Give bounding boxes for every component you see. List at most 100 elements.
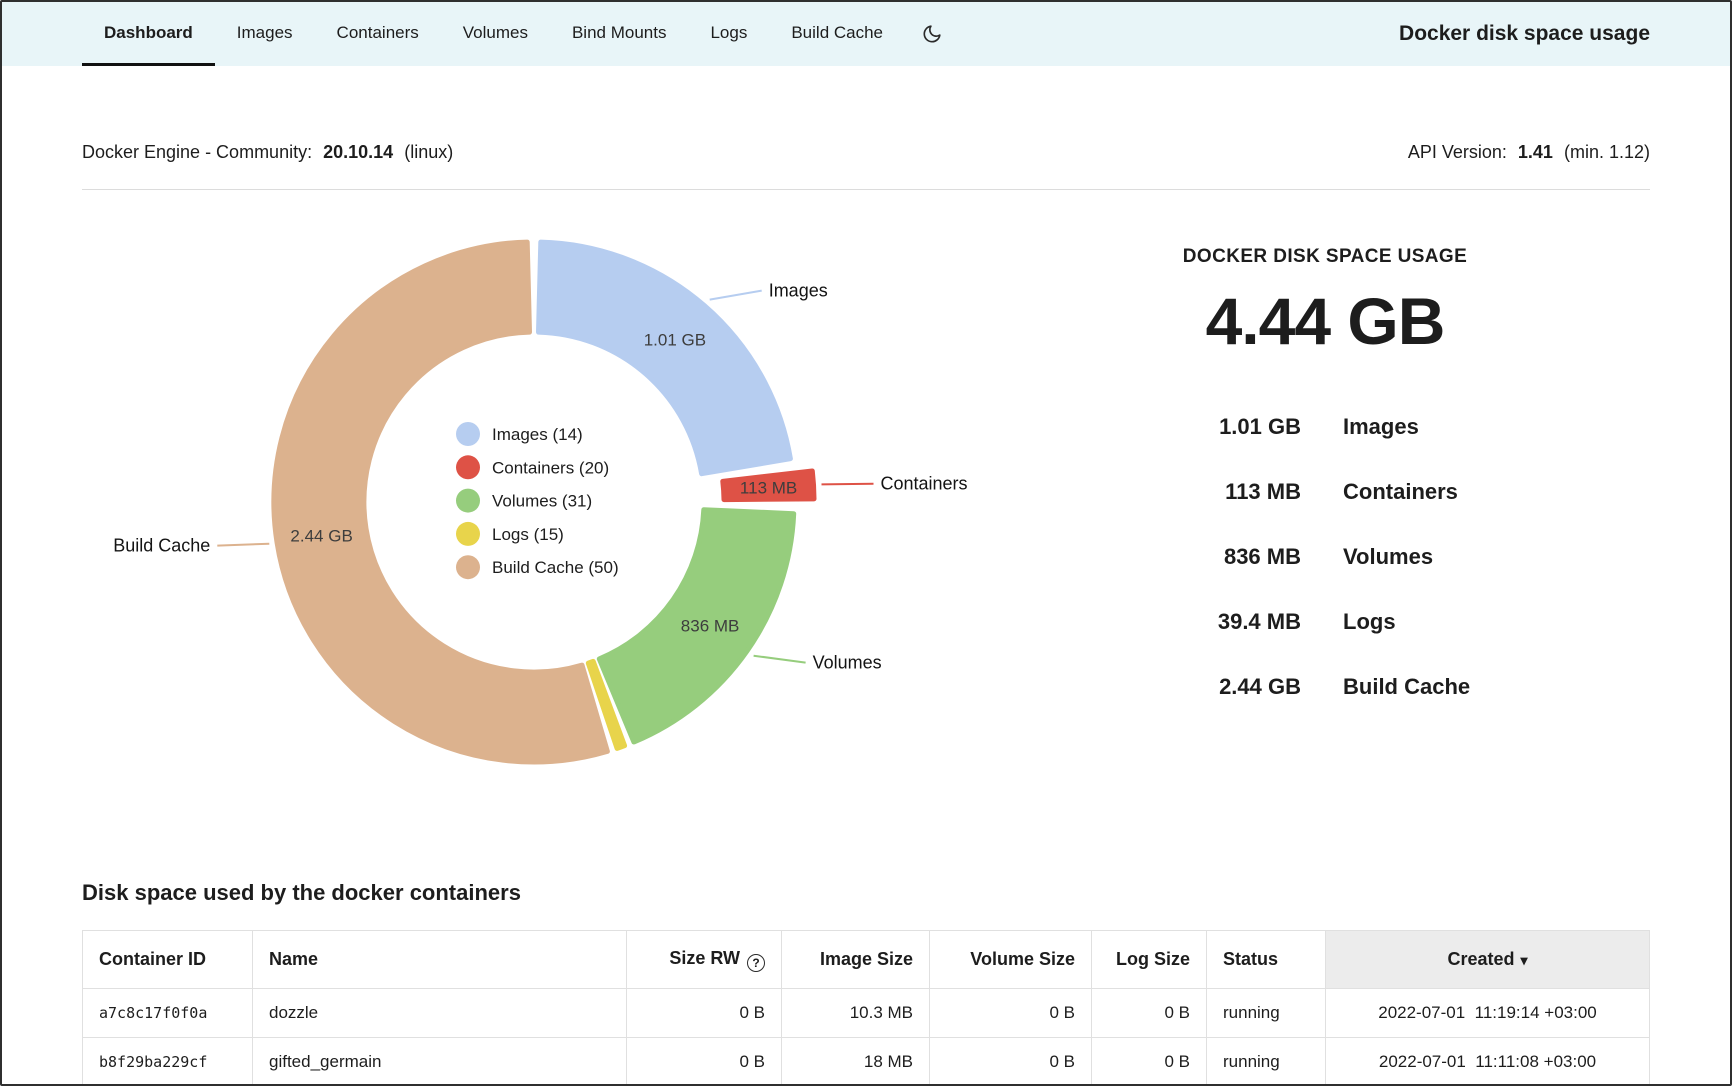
col-header-name[interactable]: Name <box>253 931 627 989</box>
size-rw-help-icon[interactable]: ? <box>747 954 765 972</box>
legend-label-images: Images (14) <box>492 425 583 444</box>
usage-value: 2.44 GB <box>1080 674 1301 700</box>
col-header-label: Container ID <box>99 949 206 969</box>
cell-created: 2022-07-01 11:11:08 +03:00 <box>1326 1038 1650 1086</box>
usage-label: Containers <box>1343 479 1570 505</box>
col-header-image-size[interactable]: Image Size <box>782 931 930 989</box>
col-header-size-rw[interactable]: Size RW? <box>627 931 782 989</box>
api-version: 1.41 <box>1518 142 1553 162</box>
usage-total: 4.44 GB <box>1080 288 1570 354</box>
legend-label-logs: Logs (15) <box>492 525 564 544</box>
cell-image-size: 10.3 MB <box>782 989 930 1038</box>
legend-item-logs[interactable]: Logs (15) <box>456 522 564 546</box>
cell-container-id: a7c8c17f0f0a <box>83 989 253 1038</box>
table-row: a7c8c17f0f0a dozzle 0 B 10.3 MB 0 B 0 B … <box>83 989 1650 1038</box>
top-navbar: Dashboard Images Containers Volumes Bind… <box>2 2 1730 66</box>
legend-label-volumes: Volumes (31) <box>492 492 592 511</box>
legend-swatch-volumes <box>456 489 480 513</box>
legend-swatch-logs <box>456 522 480 546</box>
legend-item-images[interactable]: Images (14) <box>456 422 583 446</box>
callout-leader-line <box>754 656 806 663</box>
callout-leader-line <box>710 291 762 300</box>
containers-section-heading: Disk space used by the docker containers <box>82 880 1650 906</box>
cell-image-size: 18 MB <box>782 1038 930 1086</box>
tab-dashboard-label: Dashboard <box>104 23 193 43</box>
containers-table: Container ID Name Size RW? Image Size Vo… <box>82 930 1650 1086</box>
col-header-status[interactable]: Status <box>1207 931 1326 989</box>
cell-volume-size: 0 B <box>930 1038 1092 1086</box>
table-row: b8f29ba229cf gifted_germain 0 B 18 MB 0 … <box>83 1038 1650 1086</box>
col-header-label: Name <box>269 949 318 969</box>
tab-build-cache-label: Build Cache <box>791 23 883 43</box>
legend-swatch-build-cache <box>456 555 480 579</box>
cell-status: running <box>1207 989 1326 1038</box>
engine-version: 20.10.14 <box>323 142 393 162</box>
dark-mode-toggle[interactable] <box>905 2 959 66</box>
api-label: API Version: <box>1408 142 1507 162</box>
tab-logs-label: Logs <box>710 23 747 43</box>
tab-images[interactable]: Images <box>215 2 315 66</box>
tab-bind-mounts[interactable]: Bind Mounts <box>550 2 689 66</box>
legend-label-build-cache: Build Cache (50) <box>492 558 619 577</box>
col-header-log-size[interactable]: Log Size <box>1092 931 1207 989</box>
usage-value: 836 MB <box>1080 544 1301 570</box>
legend-item-containers[interactable]: Containers (20) <box>456 455 609 479</box>
app-window: Dashboard Images Containers Volumes Bind… <box>0 0 1732 1086</box>
engine-version-text: Docker Engine - Community: 20.10.14 (lin… <box>82 142 453 163</box>
engine-info-row: Docker Engine - Community: 20.10.14 (lin… <box>2 66 1730 163</box>
api-min: (min. 1.12) <box>1564 142 1650 162</box>
donut-value-label-containers: 113 MB <box>740 479 797 498</box>
cell-log-size: 0 B <box>1092 1038 1207 1086</box>
tab-logs[interactable]: Logs <box>688 2 769 66</box>
disk-usage-donut-chart: 1.01 GBImages113 MBContainers836 MBVolum… <box>2 190 982 850</box>
usage-summary-heading: DOCKER DISK SPACE USAGE <box>1080 246 1570 268</box>
col-header-volume-size[interactable]: Volume Size <box>930 931 1092 989</box>
usage-value: 113 MB <box>1080 479 1301 505</box>
cell-size-rw: 0 B <box>627 1038 782 1086</box>
col-header-label: Status <box>1223 949 1278 969</box>
col-header-label: Log Size <box>1116 949 1190 969</box>
col-header-container-id[interactable]: Container ID <box>83 931 253 989</box>
usage-label: Logs <box>1343 609 1570 635</box>
tab-images-label: Images <box>237 23 293 43</box>
donut-value-label-volumes: 836 MB <box>681 616 740 635</box>
tab-dashboard[interactable]: Dashboard <box>82 2 215 66</box>
usage-summary-panel: DOCKER DISK SPACE USAGE 4.44 GB 1.01 GB … <box>1080 246 1570 719</box>
legend-item-build-cache[interactable]: Build Cache (50) <box>456 555 619 579</box>
callout-leader-line <box>822 484 874 485</box>
legend-swatch-containers <box>456 455 480 479</box>
engine-os: (linux) <box>404 142 453 162</box>
usage-row-build-cache: 2.44 GB Build Cache <box>1080 654 1570 719</box>
cell-name: gifted_germain <box>253 1038 627 1086</box>
legend-item-volumes[interactable]: Volumes (31) <box>456 489 592 513</box>
usage-label: Build Cache <box>1343 674 1570 700</box>
cell-created: 2022-07-01 11:19:14 +03:00 <box>1326 989 1650 1038</box>
api-version-text: API Version: 1.41 (min. 1.12) <box>1408 142 1650 163</box>
usage-value: 39.4 MB <box>1080 609 1301 635</box>
tab-volumes[interactable]: Volumes <box>441 2 550 66</box>
donut-callout-label-containers: Containers <box>881 474 968 494</box>
legend-swatch-images <box>456 422 480 446</box>
usage-row-logs: 39.4 MB Logs <box>1080 589 1570 654</box>
usage-row-images: 1.01 GB Images <box>1080 394 1570 459</box>
cell-name: dozzle <box>253 989 627 1038</box>
disk-usage-chart-section: 1.01 GB Images 113 MB Containers 836 MB Volum… <box>2 190 1730 850</box>
tab-containers[interactable]: Containers <box>315 2 441 66</box>
col-header-created[interactable]: Created ▾ <box>1326 931 1650 989</box>
donut-callout-label-build-cache: Build Cache <box>113 536 210 556</box>
col-header-label: Created <box>1447 949 1514 969</box>
moon-icon <box>921 23 943 45</box>
usage-row-containers: 113 MB Containers <box>1080 459 1570 524</box>
col-header-label: Image Size <box>820 949 913 969</box>
cell-size-rw: 0 B <box>627 989 782 1038</box>
sort-desc-icon[interactable]: ▾ <box>1521 952 1528 968</box>
donut-callout-label-images: Images <box>769 281 828 301</box>
engine-label: Docker Engine - Community: <box>82 142 312 162</box>
cell-status: running <box>1207 1038 1326 1086</box>
tab-build-cache[interactable]: Build Cache <box>769 2 905 66</box>
donut-callout-label-volumes: Volumes <box>813 653 882 673</box>
page-title: Docker disk space usage <box>1399 22 1650 46</box>
table-header-row: Container ID Name Size RW? Image Size Vo… <box>83 931 1650 989</box>
usage-value: 1.01 GB <box>1080 414 1301 440</box>
tab-bind-mounts-label: Bind Mounts <box>572 23 667 43</box>
